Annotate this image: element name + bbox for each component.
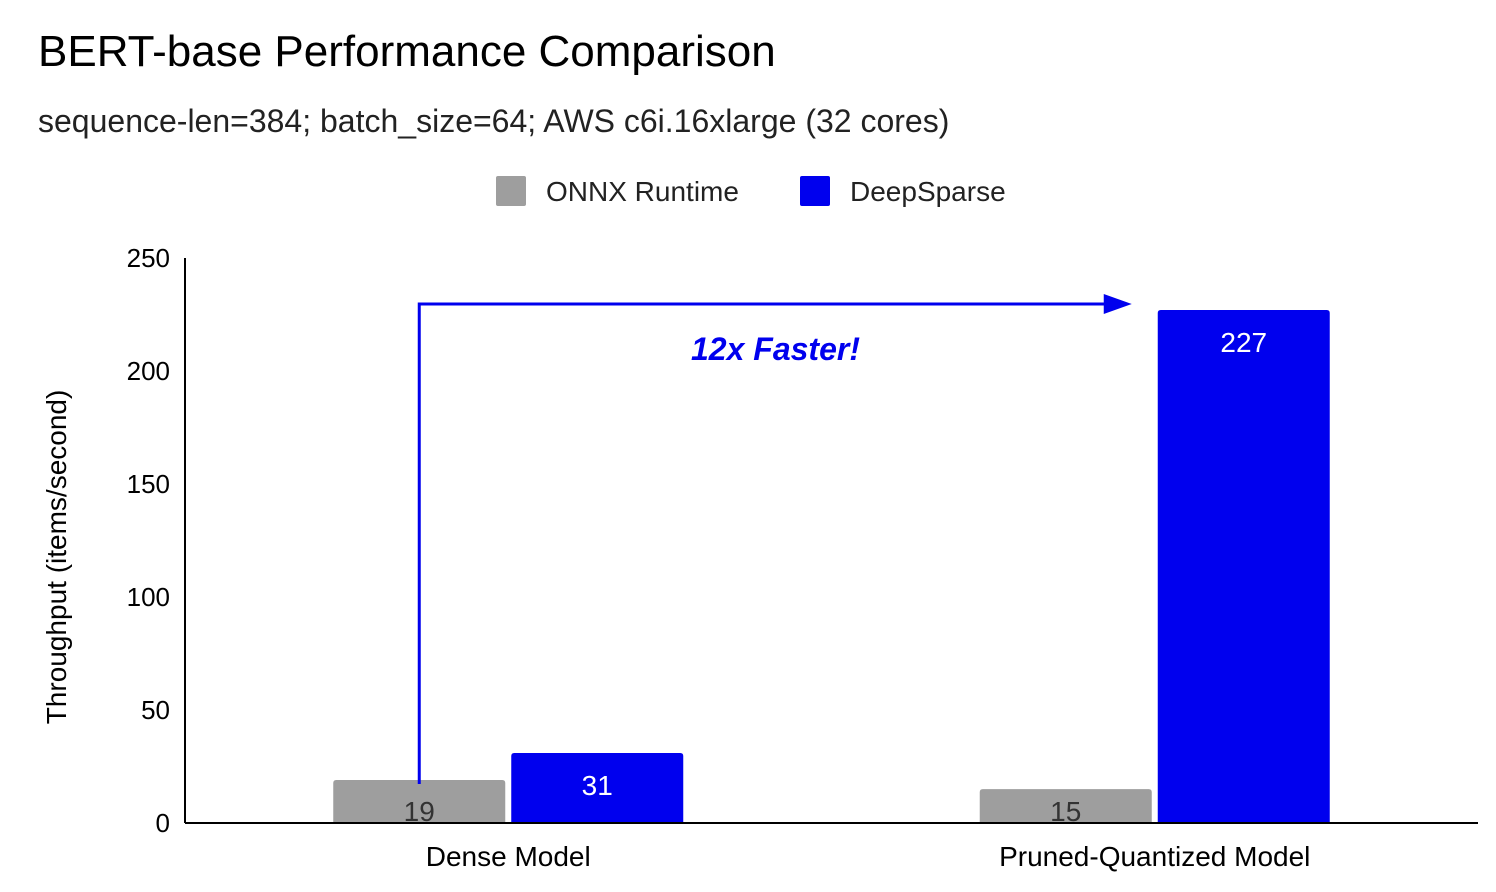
y-tick-label: 200 [127, 356, 170, 386]
bars [333, 309, 1330, 824]
annotation-arrowhead [1103, 293, 1132, 314]
legend-label-deepsparse: DeepSparse [850, 176, 1006, 207]
category-label: Dense Model [426, 841, 591, 872]
y-tick-label: 0 [156, 808, 170, 838]
data-label-deepsparse-dense-model: 31 [582, 770, 613, 801]
legend-label-onnx-runtime: ONNX Runtime [546, 176, 739, 207]
data-label-deepsparse-pruned-quantized-model: 227 [1220, 327, 1267, 358]
y-axis-ticks: 0 50 100 150 200 250 [127, 243, 170, 838]
legend-swatch-onnx-runtime [496, 176, 526, 206]
data-labels: 19 31 15 227 [404, 327, 1267, 827]
data-label-onnx-runtime-dense-model: 19 [404, 796, 435, 827]
y-axis-title: Throughput (items/second) [41, 390, 72, 725]
legend: ONNX Runtime DeepSparse [496, 176, 1006, 207]
y-tick-label: 100 [127, 582, 170, 612]
y-tick-label: 250 [127, 243, 170, 273]
annotation-arrow-line [417, 302, 1106, 785]
bar-onnx-runtime-pruned-quantized-model [979, 789, 1152, 823]
chart-title: BERT-base Performance Comparison [38, 27, 776, 76]
y-tick-label: 50 [141, 695, 170, 725]
bar-onnx-runtime-dense-model [333, 780, 506, 823]
y-tick-label: 150 [127, 469, 170, 499]
category-labels: Dense Model Pruned-Quantized Model [426, 841, 1311, 872]
bar-deepsparse-dense-model [511, 752, 684, 823]
bar-deepsparse-pruned-quantized-model [1157, 309, 1330, 824]
chart-subtitle: sequence-len=384; batch_size=64; AWS c6i… [38, 103, 949, 139]
annotation-text: 12x Faster! [691, 331, 860, 367]
category-label: Pruned-Quantized Model [999, 841, 1310, 872]
legend-swatch-deepsparse [800, 176, 830, 206]
annotation: 12x Faster! [417, 293, 1132, 785]
data-label-onnx-runtime-pruned-quantized-model: 15 [1050, 796, 1081, 827]
